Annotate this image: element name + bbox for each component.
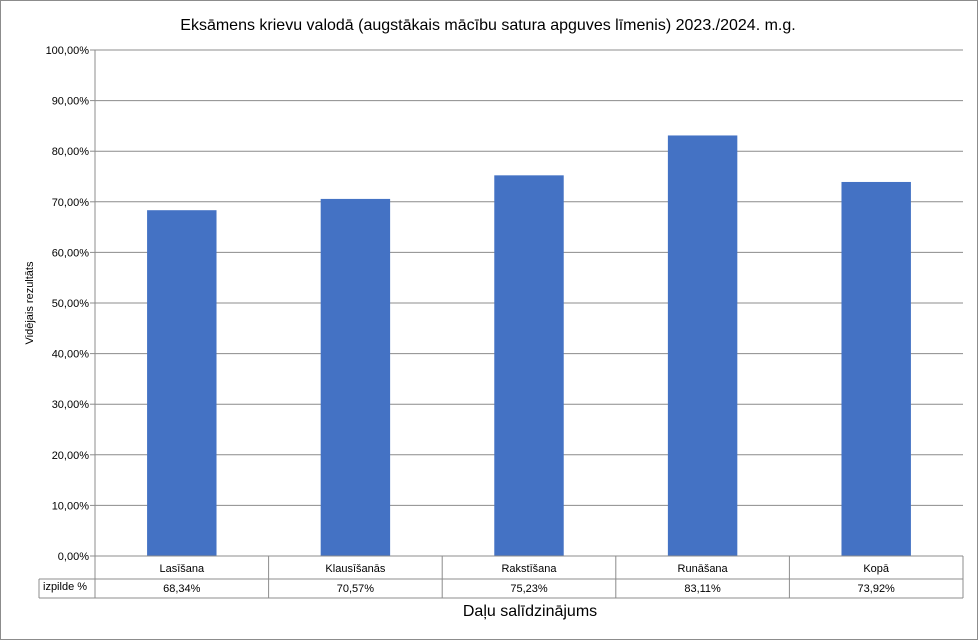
bar [494, 175, 564, 557]
y-tick-label: 0,00% [58, 551, 89, 563]
x-tick-label: Lasīšana [159, 563, 205, 575]
y-tick-label: 60,00% [52, 247, 90, 259]
y-tick-label: 30,00% [52, 399, 90, 411]
y-tick-label: 80,00% [52, 146, 90, 158]
x-axis-label: Daļu salīdzinājums [463, 603, 597, 620]
y-tick-label: 10,00% [52, 500, 90, 512]
y-tick-label: 100,00% [46, 45, 90, 57]
x-tick-label: Runāšana [678, 563, 729, 575]
bar [841, 181, 911, 557]
y-axis-label: Vidējais rezultāts [24, 261, 36, 344]
y-tick-label: 50,00% [52, 298, 90, 310]
y-tick-label: 40,00% [52, 349, 90, 361]
y-tick-labels: 0,00% 10,00% 20,00% 30,00% 40,00% 50,00% 60,00… [46, 45, 90, 563]
y-tick-label: 90,00% [52, 96, 90, 108]
data-label: 83,11% [684, 583, 721, 595]
data-table: izpilde % Lasīšana 68,34% Klausīšanās 70,57… [38, 555, 964, 599]
series-row-label: izpilde % [43, 581, 87, 593]
x-tick-label: Kopā [863, 563, 890, 575]
x-tick-label: Rakstīšana [501, 563, 557, 575]
y-tick-label: 20,00% [52, 450, 90, 462]
bars [147, 135, 911, 557]
data-label: 75,23% [510, 583, 548, 595]
data-label: 68,34% [163, 583, 201, 595]
bar [147, 210, 217, 557]
bar [667, 135, 738, 557]
y-tick-label: 70,00% [52, 197, 90, 209]
bar [320, 198, 391, 556]
data-label: 73,92% [858, 583, 896, 595]
data-label: 70,57% [337, 583, 375, 595]
x-tick-label: Klausīšanās [325, 563, 385, 575]
chart-title: Eksāmens krievu valodā (augstākais mācīb… [180, 17, 795, 34]
